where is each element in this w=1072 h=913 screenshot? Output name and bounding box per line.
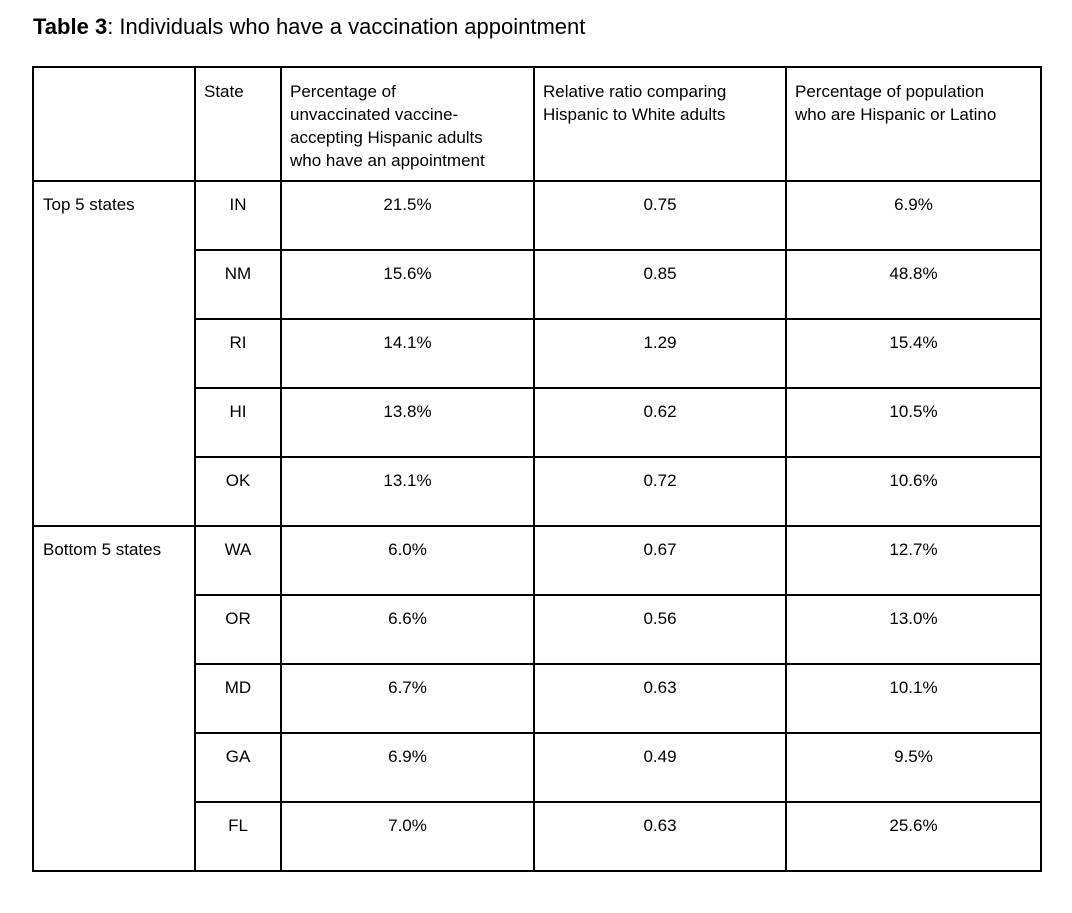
pct-population-cell: 10.5% xyxy=(785,387,1042,458)
pct-appointment-cell: 21.5% xyxy=(280,180,535,251)
ratio-cell: 0.63 xyxy=(533,663,787,734)
ratio-cell: 0.62 xyxy=(533,387,787,458)
pct-population-cell: 10.6% xyxy=(785,456,1042,527)
table-row: FL 7.0% 0.63 25.6% xyxy=(33,801,1042,872)
table-row: RI 14.1% 1.29 15.4% xyxy=(33,318,1042,389)
pct-appointment-cell: 6.0% xyxy=(280,525,535,596)
pct-appointment-cell: 7.0% xyxy=(280,801,535,872)
pct-population-cell: 10.1% xyxy=(785,663,1042,734)
pct-appointment-cell: 6.9% xyxy=(280,732,535,803)
table-title-label: Table 3 xyxy=(33,14,108,39)
ratio-cell: 0.63 xyxy=(533,801,787,872)
ratio-cell: 0.49 xyxy=(533,732,787,803)
header-row: State Percentage of unvaccinated vaccine… xyxy=(32,66,1042,182)
state-cell: OK xyxy=(194,456,282,527)
pct-appointment-cell: 14.1% xyxy=(280,318,535,389)
header-pct-appointment: Percentage of unvaccinated vaccine- acce… xyxy=(280,66,535,182)
state-cell: FL xyxy=(194,801,282,872)
pct-population-cell: 9.5% xyxy=(785,732,1042,803)
pct-population-cell: 15.4% xyxy=(785,318,1042,389)
header-state: State xyxy=(194,66,282,182)
table-row: NM 15.6% 0.85 48.8% xyxy=(33,249,1042,320)
pct-population-cell: 12.7% xyxy=(785,525,1042,596)
pct-appointment-cell: 13.1% xyxy=(280,456,535,527)
state-cell: RI xyxy=(194,318,282,389)
group-label-bottom-5-states: Bottom 5 states xyxy=(32,525,196,872)
pct-appointment-cell: 15.6% xyxy=(280,249,535,320)
table-row: OR 6.6% 0.56 13.0% xyxy=(33,594,1042,665)
state-cell: IN xyxy=(194,180,282,251)
table-row: GA 6.9% 0.49 9.5% xyxy=(33,732,1042,803)
ratio-cell: 0.75 xyxy=(533,180,787,251)
state-cell: NM xyxy=(194,249,282,320)
table-row: Top 5 states IN 21.5% 0.75 6.9% xyxy=(32,180,1042,527)
state-cell: WA xyxy=(194,525,282,596)
pct-population-cell: 6.9% xyxy=(785,180,1042,251)
ratio-cell: 0.85 xyxy=(533,249,787,320)
header-pct-population: Percentage of population who are Hispani… xyxy=(785,66,1042,182)
pct-population-cell: 25.6% xyxy=(785,801,1042,872)
ratio-cell: 0.72 xyxy=(533,456,787,527)
pct-appointment-cell: 6.7% xyxy=(280,663,535,734)
ratio-cell: 1.29 xyxy=(533,318,787,389)
table-row: HI 13.8% 0.62 10.5% xyxy=(33,387,1042,458)
vaccination-appointment-table: State Percentage of unvaccinated vaccine… xyxy=(32,66,1042,872)
state-cell: OR xyxy=(194,594,282,665)
table-row: Bottom 5 states WA 6.0% 0.67 12.7% xyxy=(32,525,1042,872)
ratio-cell: 0.56 xyxy=(533,594,787,665)
ratio-cell: 0.67 xyxy=(533,525,787,596)
header-relative-ratio: Relative ratio comparing Hispanic to Whi… xyxy=(533,66,787,182)
table-title: Table 3: Individuals who have a vaccinat… xyxy=(33,13,1072,40)
table-row: OK 13.1% 0.72 10.6% xyxy=(33,456,1042,527)
pct-population-cell: 48.8% xyxy=(785,249,1042,320)
group-label-top-5-states: Top 5 states xyxy=(32,180,196,527)
pct-appointment-cell: 13.8% xyxy=(280,387,535,458)
table-title-text: : Individuals who have a vaccination app… xyxy=(107,14,586,39)
table-row: MD 6.7% 0.63 10.1% xyxy=(33,663,1042,734)
corner-cell xyxy=(32,66,196,182)
state-cell: MD xyxy=(194,663,282,734)
state-cell: HI xyxy=(194,387,282,458)
pct-appointment-cell: 6.6% xyxy=(280,594,535,665)
state-cell: GA xyxy=(194,732,282,803)
pct-population-cell: 13.0% xyxy=(785,594,1042,665)
